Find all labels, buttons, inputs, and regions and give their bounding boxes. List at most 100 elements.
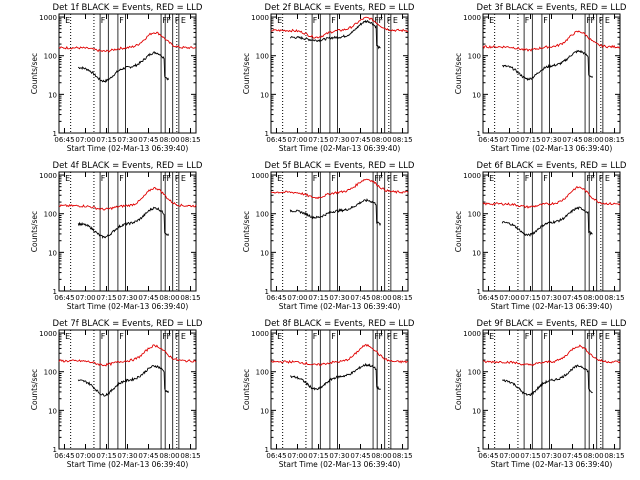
x-tick-label: 07:45 (350, 136, 370, 144)
marker-letter: F (331, 16, 336, 25)
plot-frame (270, 329, 409, 450)
x-tick-label: 08:15 (392, 294, 412, 302)
y-tick-label: 10 (48, 91, 57, 99)
marker-letter: F (543, 16, 548, 25)
marker-letter: F (387, 16, 392, 25)
y-tick-label: 100 (256, 53, 269, 61)
x-tick-label: 07:00 (499, 294, 519, 302)
chart-title: Det 4f BLACK = Events, RED = LLD (53, 161, 203, 171)
plot-frame (482, 13, 621, 134)
events-series-line (290, 362, 381, 391)
y-tick-label: 10 (472, 91, 481, 99)
y-tick-label: 1 (265, 288, 269, 296)
marker-letter: F (162, 332, 167, 341)
x-tick-label: 08:00 (159, 294, 179, 302)
marker-letter: F (374, 332, 379, 341)
chart-panel-7: Det 7f BLACK = Events, RED = LLD 1 10 100 10… (30, 319, 203, 469)
x-tick-label: 08:00 (159, 452, 179, 460)
marker-letter: F (599, 174, 604, 183)
marker-letter: F (387, 174, 392, 183)
x-tick-label: 06:45 (478, 136, 498, 144)
y-tick-label: 1 (53, 130, 57, 138)
marker-letter: E (65, 174, 70, 183)
x-tick-label: 07:45 (138, 294, 158, 302)
events-series-line (77, 364, 170, 397)
y-tick-label: 100 (468, 369, 481, 377)
x-tick-label: 06:45 (478, 452, 498, 460)
x-tick-label: 07:30 (117, 452, 137, 460)
y-tick-label: 1000 (39, 14, 57, 22)
y-tick-label: 10 (472, 407, 481, 415)
marker-letter: F (379, 16, 384, 25)
marker-letter: E (489, 16, 494, 25)
chart-title: Det 9f BLACK = Events, RED = LLD (477, 319, 627, 329)
y-tick-label: 10 (260, 249, 269, 257)
x-tick-label: 06:45 (54, 452, 74, 460)
y-tick-label: 1000 (251, 14, 269, 22)
lld-series-line (58, 31, 196, 53)
marker-letter: F (167, 16, 172, 25)
y-axis-label: Counts/sec (242, 53, 251, 94)
marker-letter: F (591, 16, 596, 25)
marker-letter: F (374, 174, 379, 183)
marker-letter: F (543, 332, 548, 341)
marker-letter: E (65, 16, 70, 25)
chart-panel-6: Det 6f BLACK = Events, RED = LLD 1 10 100 10… (454, 161, 627, 311)
marker-letter: F (525, 16, 530, 25)
x-tick-label: 06:45 (54, 136, 74, 144)
x-tick-label: 08:00 (371, 294, 391, 302)
lld-series-line (58, 344, 197, 367)
marker-letter: F (599, 332, 604, 341)
lld-series-line (58, 186, 197, 211)
x-tick-label: 07:45 (562, 136, 582, 144)
events-series-line (78, 51, 170, 83)
x-tick-label: 07:30 (329, 294, 349, 302)
x-tick-label: 08:15 (604, 136, 624, 144)
x-tick-label: 08:15 (392, 136, 412, 144)
x-axis-label: Start Time (02-Mar-13 06:39:40) (491, 460, 613, 469)
y-tick-label: 100 (468, 53, 481, 61)
x-tick-label: 07:45 (562, 452, 582, 460)
marker-letter: F (162, 16, 167, 25)
y-axis-label: Counts/sec (30, 211, 39, 252)
marker-letter: F (175, 174, 180, 183)
marker-letter: F (379, 332, 384, 341)
x-tick-label: 07:30 (541, 294, 561, 302)
chart-panel-5: Det 5f BLACK = Events, RED = LLD 1 10 100 10… (242, 161, 415, 311)
marker-letter: F (525, 174, 530, 183)
x-tick-label: 07:15 (520, 136, 540, 144)
x-axis-label: Start Time (02-Mar-13 06:39:40) (279, 460, 401, 469)
y-tick-label: 1000 (463, 172, 481, 180)
x-tick-label: 08:00 (583, 294, 603, 302)
x-tick-label: 07:45 (138, 452, 158, 460)
marker-letter: E (489, 332, 494, 341)
marker-letter: E (65, 332, 70, 341)
marker-letter: F (175, 332, 180, 341)
events-series-line (502, 49, 593, 82)
marker-letter: E (277, 332, 282, 341)
lld-series-line (270, 16, 409, 39)
marker-letter: F (167, 332, 172, 341)
marker-letter: F (591, 332, 596, 341)
marker-letter: F (331, 332, 336, 341)
y-tick-label: 1 (477, 130, 481, 138)
y-axis-label: Counts/sec (454, 53, 463, 94)
plot-frame (58, 171, 197, 292)
x-tick-label: 07:00 (287, 136, 307, 144)
x-tick-label: 07:00 (499, 452, 519, 460)
marker-letter: E (605, 174, 610, 183)
chart-panel-4: Det 4f BLACK = Events, RED = LLD 1 10 100 10… (30, 161, 203, 311)
x-tick-label: 07:15 (96, 136, 116, 144)
x-tick-label: 08:15 (392, 452, 412, 460)
chart-title: Det 7f BLACK = Events, RED = LLD (53, 319, 203, 329)
x-tick-label: 08:15 (180, 294, 200, 302)
y-tick-label: 1000 (39, 172, 57, 180)
marker-letter: F (175, 16, 180, 25)
y-tick-label: 10 (48, 249, 57, 257)
y-tick-label: 100 (256, 369, 269, 377)
marker-letter: F (525, 332, 530, 341)
marker-letter: F (101, 16, 106, 25)
chart-title: Det 1f BLACK = Events, RED = LLD (53, 3, 203, 13)
marker-letter: F (119, 174, 124, 183)
y-tick-label: 100 (44, 53, 57, 61)
